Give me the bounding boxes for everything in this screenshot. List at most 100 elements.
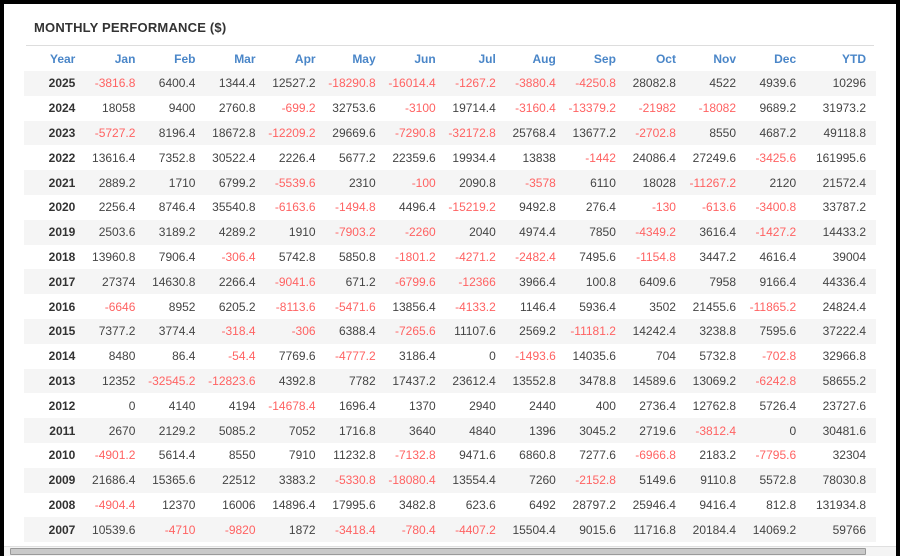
value-cell-jun: 17437.2: [392, 373, 436, 388]
value-cell-sep: 400: [595, 398, 616, 413]
value-cell-oct: 18028: [642, 175, 676, 190]
value-cell-oct: 2719.6: [639, 423, 676, 438]
year-cell: 2009: [48, 473, 76, 488]
table-row-2021: 2021 2889.2 1710 6799.2 -5539.6 2310 -100 2090.…: [24, 170, 876, 195]
value-cell-aug: 1146.4: [520, 299, 556, 314]
value-cell-ytd: 49118.8: [823, 125, 867, 140]
value-cell-oct: 11716.8: [633, 522, 676, 537]
table-row-2014: 2014 8480 86.4 -54.4 7769.6 -4777.2 3186.4 0 -14…: [24, 344, 876, 369]
year-cell: 2019: [48, 225, 76, 240]
value-cell-sep: 6110: [590, 175, 616, 190]
value-cell-nov: 9416.4: [699, 497, 737, 512]
table-header-row: Year Jan Feb Mar Apr May Jun Jul Aug Sep Oct Nov Dec…: [24, 46, 876, 71]
value-cell-jul: -4133.2: [455, 299, 496, 314]
value-cell-jan: 2256.4: [98, 200, 136, 215]
value-cell-feb: 86.4: [172, 349, 196, 364]
value-cell-jun: -2260: [405, 225, 436, 240]
value-cell-jun: -6799.6: [395, 274, 436, 289]
value-cell-jul: 2940: [469, 398, 496, 413]
value-cell-ytd: 24824.4: [822, 299, 866, 314]
value-cell-sep: -1442: [585, 150, 616, 165]
value-cell-jun: -3100: [405, 101, 436, 116]
value-cell-jan: 2889.2: [98, 175, 136, 190]
value-cell-sep: 5936.4: [579, 299, 616, 314]
value-cell-may: -5330.8: [334, 473, 376, 488]
value-cell-dec: 0: [789, 423, 797, 438]
value-cell-oct: 28082.8: [632, 76, 676, 91]
value-cell-jun: 1370: [409, 398, 436, 413]
table-row-2013: 2013 12352 -32545.2 -12823.6 4392.8 7782 17437…: [24, 368, 876, 394]
value-cell-mar: 6799.2: [218, 175, 256, 190]
value-cell-dec: 9689.2: [759, 101, 797, 116]
value-cell-jan: 13616.4: [92, 150, 136, 165]
value-cell-jan: 10539.6: [92, 522, 136, 537]
horizontal-scrollbar[interactable]: [4, 546, 896, 556]
value-cell-sep: 14035.6: [572, 349, 616, 364]
value-cell-apr: 7769.6: [278, 349, 316, 364]
value-cell-jul: -12366: [458, 274, 496, 289]
value-cell-nov: -18082: [698, 101, 737, 116]
value-cell-nov: 12762.8: [692, 398, 737, 413]
year-cell: 2011: [49, 423, 76, 438]
value-cell-jul: 23612.4: [452, 373, 496, 388]
value-cell-nov: 4522: [709, 76, 737, 91]
year-cell: 2016: [48, 299, 76, 314]
table-row-2015: 2015 7377.2 3774.4 -318.4 -306 6388.4 -7265.6 1…: [24, 318, 876, 344]
column-header-aug: Aug: [532, 52, 556, 66]
table-row-2012: 2012 0 4140 4194 -14678.4 1696.4 1370 2940 2440 4…: [24, 393, 876, 418]
value-cell-jul: -4407.2: [455, 522, 496, 537]
value-cell-jan: 2670: [108, 423, 136, 438]
value-cell-feb: 14630.8: [152, 274, 196, 289]
column-header-mar: Mar: [234, 52, 256, 66]
year-cell: 2020: [48, 200, 76, 215]
table-row-2008: 2008 -4904.4 12370 16006 14896.4 17995.6 3482.…: [24, 493, 876, 518]
value-cell-jun: -18080.4: [388, 473, 436, 488]
value-cell-feb: -32545.2: [148, 373, 196, 388]
value-cell-apr: 3383.2: [278, 473, 316, 488]
value-cell-jun: 22359.6: [392, 150, 436, 165]
value-cell-mar: 22512: [222, 473, 256, 488]
value-cell-mar: -306.4: [221, 249, 256, 264]
value-cell-mar: 35540.8: [212, 200, 256, 215]
value-cell-oct: -130: [651, 200, 676, 215]
value-cell-jul: -4271.2: [455, 249, 496, 264]
value-cell-aug: 3966.4: [519, 274, 556, 289]
year-cell: 2023: [48, 125, 76, 140]
value-cell-dec: 5726.4: [759, 398, 797, 413]
year-cell: 2018: [48, 249, 76, 264]
value-cell-aug: 13552.8: [512, 373, 556, 388]
value-cell-dec: -11865.2: [749, 299, 797, 314]
value-cell-jan: -3816.8: [94, 76, 136, 91]
value-cell-feb: 8746.4: [158, 200, 196, 215]
value-cell-aug: -1493.6: [515, 349, 556, 364]
value-cell-dec: -6242.8: [755, 373, 797, 388]
value-cell-aug: 6492: [529, 497, 556, 512]
value-cell-may: 1716.8: [338, 423, 376, 438]
value-cell-mar: -12823.6: [208, 373, 256, 388]
value-cell-jan: -5727.2: [94, 125, 136, 140]
table-row-2011: 2011 2670 2129.2 5085.2 7052 1716.8 3640 4840 13…: [24, 418, 876, 443]
value-cell-may: 1696.4: [338, 398, 376, 413]
value-cell-feb: -4710: [164, 522, 196, 537]
column-header-year: Year: [49, 52, 76, 66]
value-cell-jul: 2090.8: [459, 175, 496, 190]
value-cell-apr: -6163.6: [274, 200, 316, 215]
value-cell-jan: -4904.4: [94, 497, 136, 512]
year-cell: 2017: [48, 274, 76, 289]
value-cell-nov: -11267.2: [689, 175, 737, 190]
year-cell: 2010: [48, 448, 76, 463]
value-cell-jan: 0: [128, 398, 136, 413]
value-cell-may: 7782: [348, 373, 376, 388]
scrollbar-thumb[interactable]: [10, 548, 867, 555]
value-cell-ytd: 10296: [832, 76, 866, 91]
value-cell-apr: -699.2: [281, 101, 316, 116]
value-cell-sep: 7850: [589, 225, 616, 240]
value-cell-may: 32753.6: [332, 101, 376, 116]
value-cell-oct: -21982: [638, 101, 676, 116]
value-cell-ytd: 39004: [832, 249, 866, 264]
value-cell-nov: 21455.6: [692, 299, 737, 314]
value-cell-ytd: 23727.6: [822, 398, 866, 413]
table-row-2018: 2018 13960.8 7906.4 -306.4 5742.8 5850.8 -1801…: [24, 245, 876, 270]
value-cell-apr: 5742.8: [278, 249, 316, 264]
